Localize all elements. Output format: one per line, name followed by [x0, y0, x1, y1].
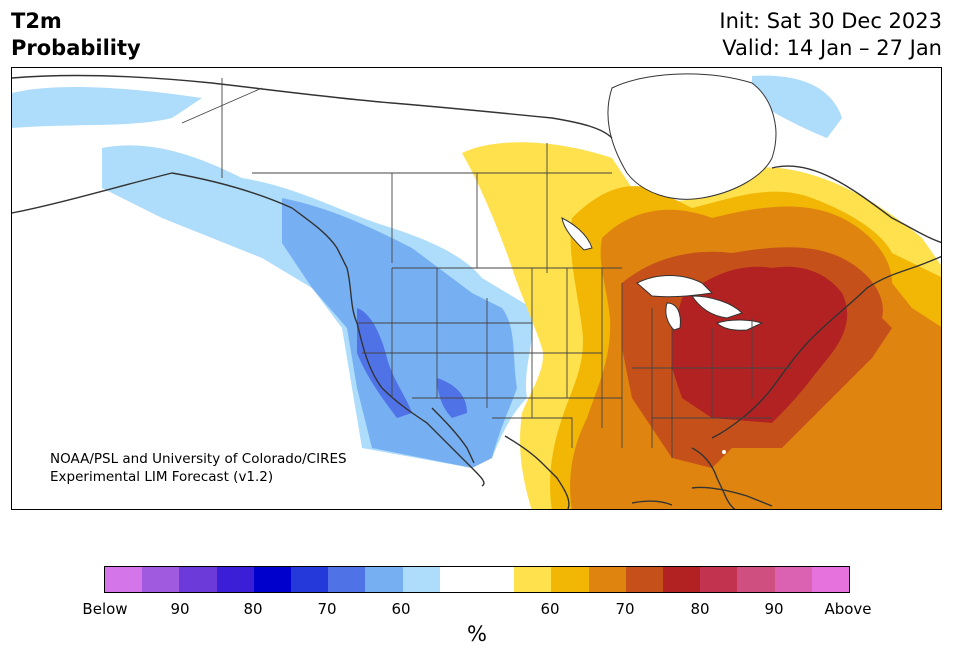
- probability-map: NOAA/PSL and University of Colorado/CIRE…: [11, 67, 942, 510]
- forecast-dates: Init: Sat 30 Dec 2023 Valid: 14 Jan – 27…: [719, 8, 942, 62]
- great-lakes: [561, 217, 764, 331]
- colorbar-tick-label: 80: [243, 600, 263, 618]
- colorbar-swatch: [142, 567, 180, 592]
- valid-range: Valid: 14 Jan – 27 Jan: [722, 36, 942, 60]
- colorbar-swatch: [514, 567, 552, 592]
- colorbar-swatch: [663, 567, 701, 592]
- colorbar-swatch: [402, 567, 440, 592]
- map-title: T2m Probability: [11, 8, 141, 62]
- init-date: Init: Sat 30 Dec 2023: [719, 9, 942, 33]
- colorbar-swatch: [328, 567, 366, 592]
- hudson-bay: [607, 73, 777, 200]
- colorbar-swatch: [365, 567, 403, 592]
- colorbar-tick-label: 70: [615, 600, 635, 618]
- colorbar-tick-label: 90: [170, 600, 190, 618]
- colorbar-swatch: [253, 567, 292, 592]
- title-line-2: Probability: [11, 36, 141, 60]
- coastlines: [12, 74, 941, 509]
- colorbar-swatch: [291, 567, 329, 592]
- colorbar-swatch: [774, 567, 812, 592]
- colorbar-swatch: [179, 567, 217, 592]
- credit-text: NOAA/PSL and University of Colorado/CIRE…: [50, 450, 347, 486]
- colorbar-swatch: [439, 567, 478, 592]
- colorbar-tick-label: 80: [690, 600, 710, 618]
- colorbar-tick-label: Above: [824, 600, 872, 618]
- credit-line-2: Experimental LIM Forecast (v1.2): [50, 469, 274, 485]
- colorbar-tick-label: 60: [391, 600, 411, 618]
- credit-line-1: NOAA/PSL and University of Colorado/CIRE…: [50, 451, 347, 467]
- colorbar-swatch: [811, 567, 850, 592]
- colorbar-swatch: [625, 567, 664, 592]
- colorbar-unit: %: [467, 622, 487, 646]
- colorbar-tick-label: 70: [317, 600, 337, 618]
- colorbar-tick-label: 60: [540, 600, 560, 618]
- colorbar-swatch: [737, 567, 775, 592]
- title-line-1: T2m: [11, 9, 62, 33]
- colorbar-swatch: [551, 567, 589, 592]
- colorbar-tick-label: 90: [764, 600, 784, 618]
- colorbar-swatch: [588, 567, 626, 592]
- map-canvas: [12, 73, 941, 509]
- colorbar-swatch: [105, 567, 143, 592]
- colorbar-tick-label: Below: [82, 600, 128, 618]
- colorbar: [104, 566, 850, 593]
- map-marker: [722, 450, 726, 454]
- political-borders: [181, 78, 792, 458]
- colorbar-swatch: [216, 567, 254, 592]
- colorbar-swatch: [477, 567, 515, 592]
- colorbar-swatch: [700, 567, 738, 592]
